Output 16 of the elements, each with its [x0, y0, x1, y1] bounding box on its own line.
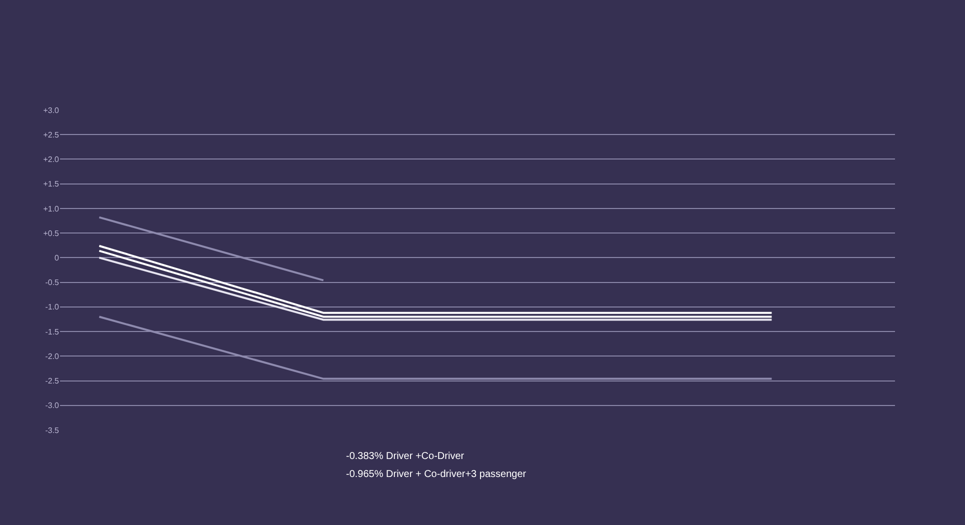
y-tick-label: 0	[54, 253, 60, 262]
y-tick-label: +0.5	[43, 228, 60, 238]
y-tick-label: -3.5	[45, 426, 60, 435]
y-tick-label: -1.0	[45, 302, 60, 312]
y-tick-label: +1.0	[43, 204, 60, 214]
y-tick-label: -0.5	[45, 278, 60, 288]
text: -0.383% Driver +Co-Driver	[346, 451, 465, 462]
text: -0.965% Driver + Co-driver+3 passenger	[346, 469, 527, 480]
y-tick-label: -3.0	[45, 401, 60, 410]
y-tick-label: +2.0	[43, 155, 60, 164]
y-tick-label: +2.5	[43, 130, 60, 140]
y-tick-label: -1.5	[45, 327, 60, 336]
y-tick-label: -2.0	[45, 352, 60, 361]
y-tick-label: +3.0	[43, 106, 60, 115]
y-tick-label: +1.5	[43, 180, 60, 189]
y-tick-label: -2.5	[45, 376, 60, 386]
